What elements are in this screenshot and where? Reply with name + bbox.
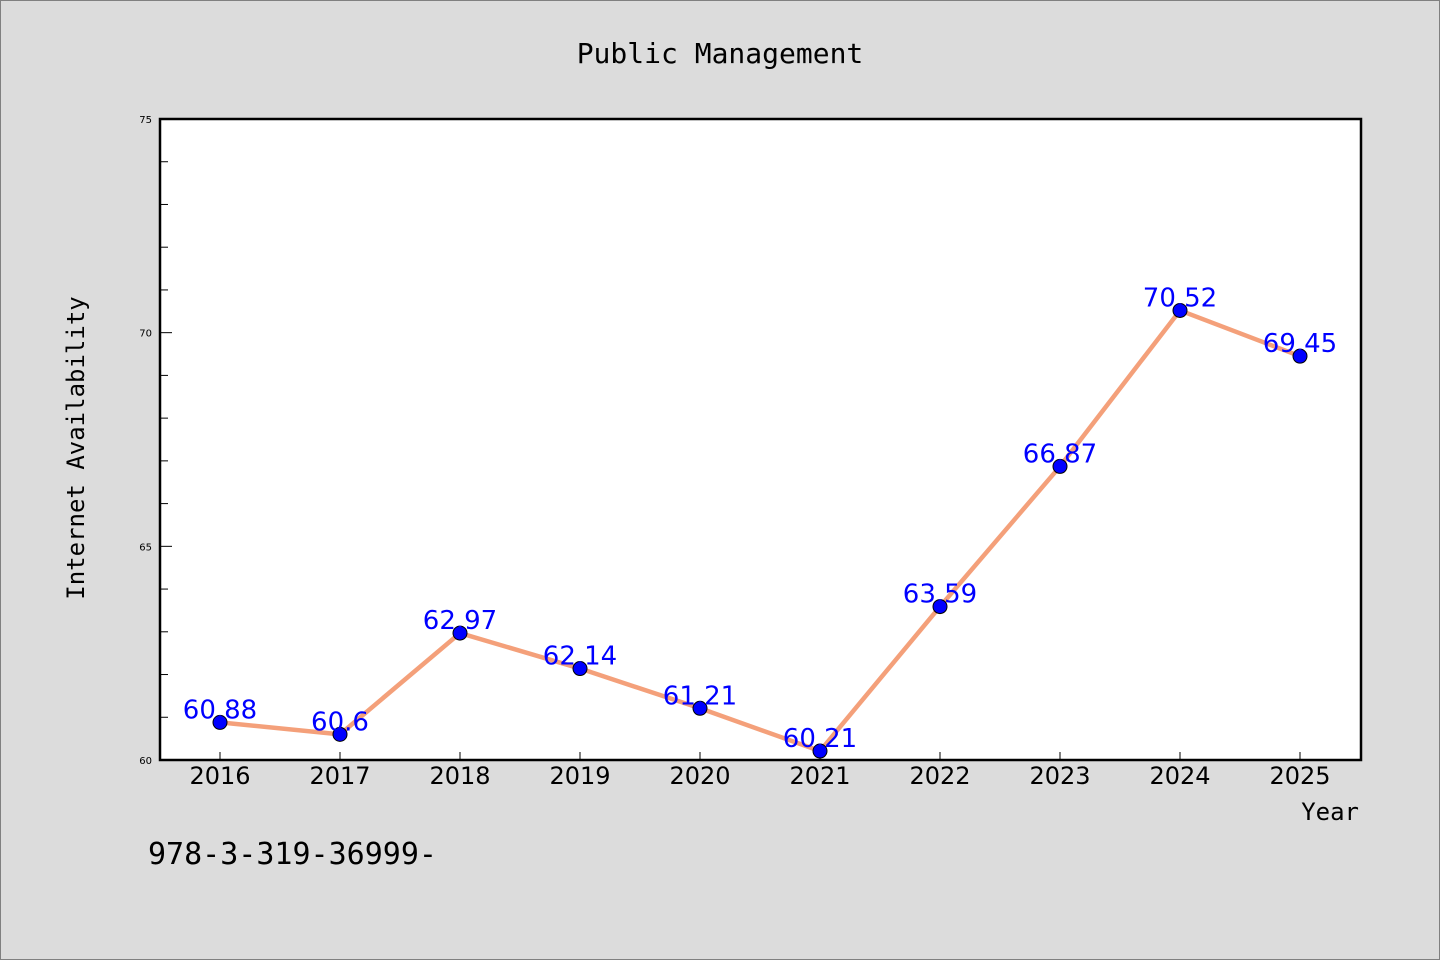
x-axis-ticks: 2016 2017 2018 2019 2020 2021 2022 2023 2024 2025 [189,752,1331,790]
data-label: 60.6 [311,707,369,737]
data-point [932,599,948,615]
plot-border [158,117,1363,762]
y-axis-label: Internet Availability [62,296,90,599]
data-label: 61.21 [663,681,737,711]
y-tick-label: 60 [139,756,152,767]
data-point [452,625,468,641]
series-line [219,308,1301,754]
data-point [812,743,828,759]
x-tick-label: 2021 [789,762,850,790]
data-label: 63.59 [903,580,977,610]
data-point [1292,348,1308,364]
data-labels: 60.88 60.6 62.97 62.14 61.21 60.21 63.59 66.87 7… [183,283,1337,754]
chart-title: Public Management [577,37,864,70]
data-label: 60.21 [783,724,857,754]
x-tick-label: 2020 [669,762,730,790]
data-label: 62.97 [423,606,497,636]
data-point [692,700,708,716]
data-label: 70.52 [1143,283,1217,313]
data-point [332,726,348,742]
data-label: 69.45 [1263,329,1337,359]
x-tick-label: 2016 [189,762,250,790]
x-tick-label: 2017 [309,762,370,790]
x-axis-label: Year [1301,798,1359,826]
data-point [1172,302,1188,318]
y-tick-label: 65 [139,542,152,553]
x-tick-label: 2024 [1149,762,1210,790]
data-point [1052,458,1068,474]
x-tick-label: 2023 [1029,762,1090,790]
plot-area [160,119,1361,760]
x-tick-label: 2018 [429,762,490,790]
data-point [212,714,228,730]
x-tick-label: 2025 [1269,762,1330,790]
x-tick-label: 2022 [909,762,970,790]
footer-text: 978-3-319-36999- [148,837,437,872]
data-label: 60.88 [183,695,257,725]
data-point [572,661,588,677]
y-tick-label: 75 [139,115,152,126]
data-label: 66.87 [1023,439,1097,469]
series-line-group [219,308,1301,754]
x-tick-label: 2019 [549,762,610,790]
y-tick-label: 70 [139,329,152,340]
data-label: 62.14 [543,642,617,672]
data-points [212,302,1308,759]
